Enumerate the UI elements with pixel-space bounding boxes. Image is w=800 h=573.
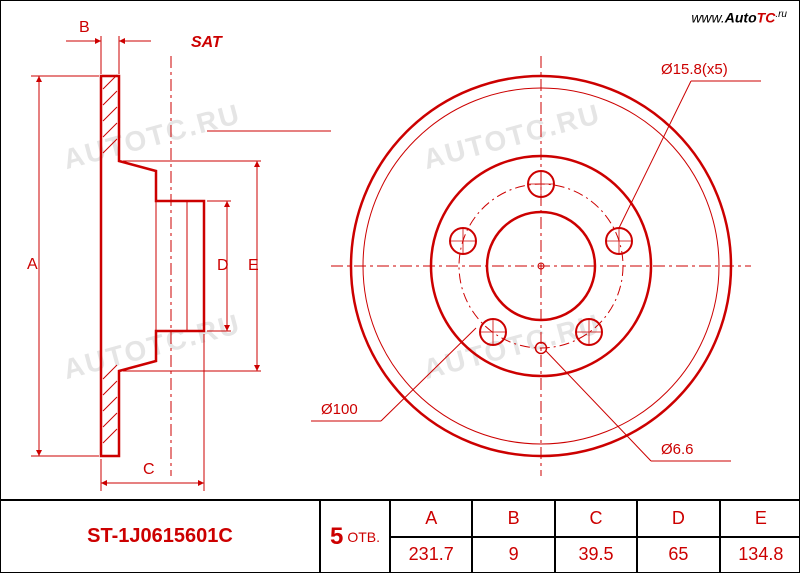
dimension-table: ST-1J0615601C 5 OTB. A B C D E 231.7 9 3… [1,499,800,572]
part-number-cell: ST-1J0615601C [1,501,321,572]
col-d: D [638,501,720,536]
dim-b-label: B [79,19,90,37]
col-c: C [556,501,638,536]
header-row: A B C D E [391,501,800,538]
dim-a-label: A [27,256,38,274]
val-c: 39.5 [556,538,638,573]
col-a: A [391,501,473,536]
dim-d-label: D [217,257,229,275]
callout-pcd: Ø100 [321,401,358,418]
col-e: E [721,501,800,536]
callout-bolt-dia: Ø15.8(x5) [661,61,728,78]
dim-c-label: C [143,461,155,479]
val-d: 65 [638,538,720,573]
val-e: 134.8 [721,538,800,573]
val-b: 9 [473,538,555,573]
holes-cell: 5 OTB. [321,501,391,572]
value-row: 231.7 9 39.5 65 134.8 [391,538,800,573]
col-b: B [473,501,555,536]
callout-pin-dia: Ø6.6 [661,441,694,458]
val-a: 231.7 [391,538,473,573]
dim-e-label: E [248,257,259,275]
